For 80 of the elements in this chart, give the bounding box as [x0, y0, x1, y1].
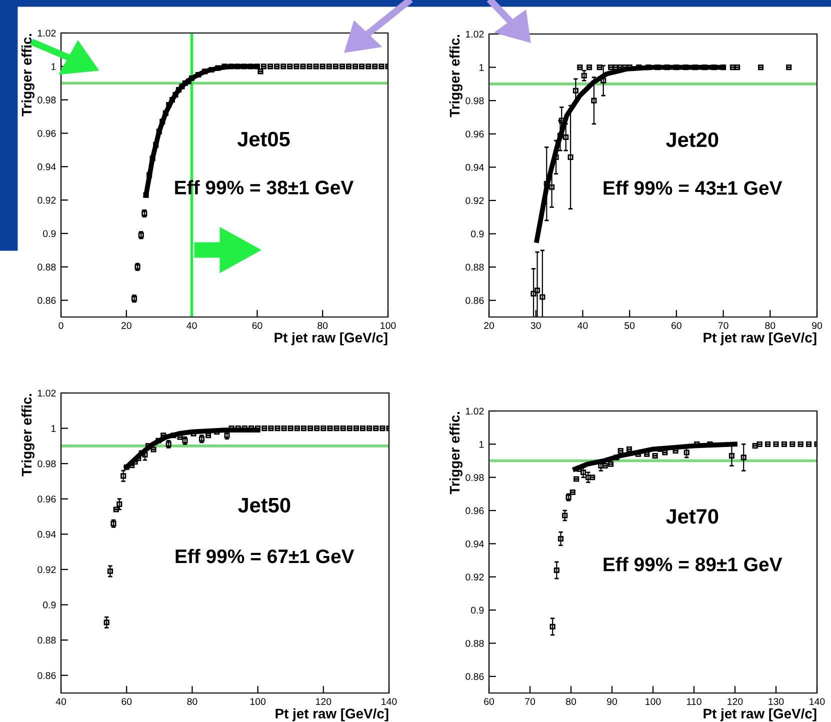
x-axis-title: Pt jet raw [GeV/c] — [274, 332, 388, 346]
x-tick-label: 40 — [578, 322, 588, 329]
x-tick-label: 20 — [484, 322, 494, 329]
annotation: Eff 99% = 89±1 GeV — [604, 557, 782, 572]
x-tick-label: 50 — [624, 322, 635, 329]
y-axis-title: Trigger effic. — [21, 394, 34, 476]
y-tick-label: 0.86 — [38, 297, 56, 304]
y-tick-label: 0.94 — [466, 164, 484, 171]
x-tick-label: 80 — [765, 322, 776, 329]
x-tick-label: 60 — [122, 698, 132, 705]
y-tick-label: 0.92 — [38, 196, 56, 204]
x-tick-label: 110 — [686, 698, 702, 705]
x-axis-title: Pt jet raw [GeV/c] — [276, 708, 388, 722]
y-tick-label: 0.92 — [466, 197, 484, 204]
y-tick-label: 0.98 — [466, 474, 484, 481]
x-tick-label: 60 — [252, 322, 262, 329]
annotation: Jet05 — [237, 132, 290, 147]
y-tick-label: 1.02 — [38, 390, 56, 397]
annotation: Jet50 — [238, 498, 290, 513]
x-axis-title: Pt jet raw [GeV/c] — [704, 708, 816, 722]
y-tick-label: 0.88 — [466, 264, 484, 271]
annotation: Jet20 — [666, 132, 718, 148]
x-tick-label: 30 — [530, 322, 541, 329]
x-tick-label: 70 — [718, 322, 728, 329]
y-tick-label: 0.96 — [38, 130, 56, 137]
y-tick-label: 0.9 — [43, 602, 56, 608]
y-tick-label: 0.86 — [466, 673, 484, 680]
x-tick-label: 60 — [672, 322, 682, 329]
y-tick-label: 1 — [479, 64, 484, 71]
y-tick-label: 0.86 — [38, 672, 56, 679]
y-tick-label: 0.88 — [38, 636, 56, 644]
y-tick-label: 0.94 — [38, 163, 56, 170]
y-axis-title: Trigger effic. — [449, 412, 462, 494]
x-tick-label: 20 — [121, 322, 132, 329]
annotation: Jet70 — [666, 509, 718, 524]
y-tick-label: 0.9 — [43, 230, 56, 238]
y-tick-label: 0.96 — [38, 496, 56, 502]
x-tick-label: 120 — [316, 698, 332, 705]
y-tick-label: 0.9 — [471, 606, 484, 614]
y-tick-label: 0.96 — [466, 130, 484, 138]
annotation: Eff 99% = 67±1 GeV — [176, 548, 354, 564]
x-tick-label: 100 — [250, 698, 266, 705]
y-tick-label: 0.92 — [466, 574, 484, 580]
y-axis-title: Trigger effic. — [21, 34, 34, 116]
x-axis-title: Pt jet raw [GeV/c] — [704, 332, 816, 346]
y-tick-label: 1 — [51, 425, 56, 432]
y-tick-label: 0.86 — [466, 297, 484, 304]
y-tick-label: 0.92 — [38, 566, 56, 574]
x-tick-label: 40 — [186, 322, 197, 329]
x-tick-label: 70 — [525, 698, 536, 705]
x-tick-label: 0 — [58, 322, 64, 329]
y-tick-label: 0.9 — [471, 230, 484, 238]
x-tick-label: 80 — [318, 322, 328, 329]
x-tick-label: 100 — [380, 322, 396, 329]
x-tick-label: 90 — [607, 698, 618, 705]
x-tick-label: 130 — [768, 698, 784, 705]
x-tick-label: 90 — [812, 322, 822, 329]
y-tick-label: 0.94 — [466, 540, 484, 548]
x-tick-label: 140 — [810, 698, 825, 705]
y-tick-label: 1 — [479, 441, 484, 448]
y-tick-label: 0.96 — [466, 507, 484, 514]
y-tick-label: 0.98 — [38, 460, 56, 468]
y-tick-label: 1.02 — [38, 30, 56, 37]
x-tick-label: 40 — [56, 698, 66, 705]
y-axis-title: Trigger effic. — [449, 34, 462, 118]
y-tick-label: 1 — [51, 63, 56, 70]
x-tick-label: 80 — [566, 698, 576, 705]
x-tick-label: 140 — [382, 698, 397, 705]
y-tick-label: 0.88 — [466, 640, 484, 647]
annotation: Eff 99% = 43±1 GeV — [604, 180, 782, 195]
y-tick-label: 0.94 — [38, 530, 56, 538]
y-tick-label: 0.98 — [38, 96, 56, 104]
x-tick-label: 120 — [728, 698, 743, 705]
x-tick-label: 60 — [484, 698, 494, 705]
x-tick-label: 80 — [187, 698, 198, 705]
y-tick-label: 0.98 — [466, 97, 484, 104]
x-tick-label: 100 — [646, 698, 661, 705]
y-tick-label: 0.88 — [38, 264, 56, 270]
y-tick-label: 1.02 — [466, 408, 484, 415]
y-tick-label: 1.02 — [466, 30, 484, 38]
